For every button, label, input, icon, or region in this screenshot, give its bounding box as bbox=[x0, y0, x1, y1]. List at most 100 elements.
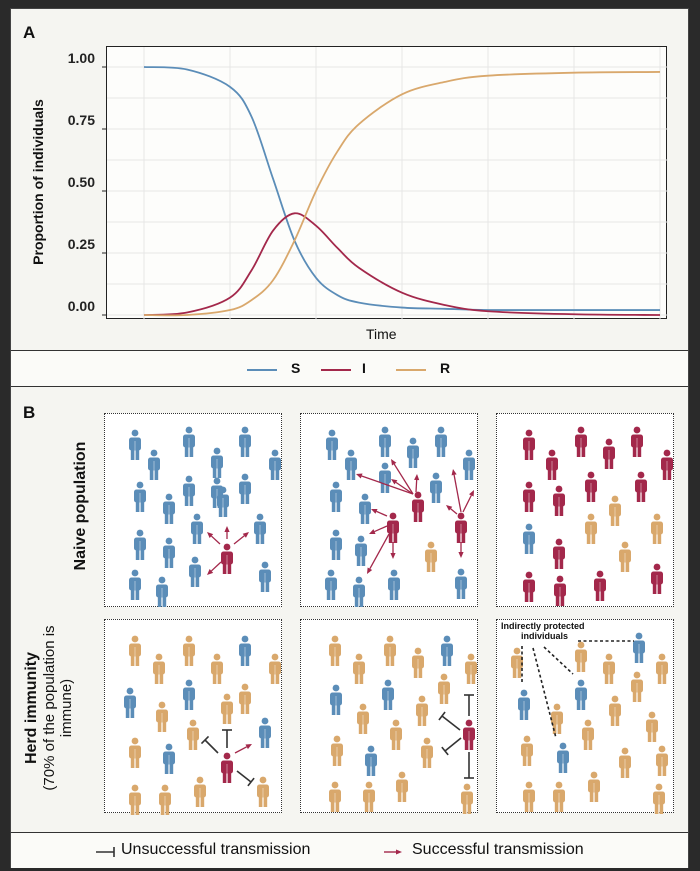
person-susceptible bbox=[134, 529, 146, 560]
person-susceptible bbox=[463, 449, 475, 480]
person-recovered bbox=[129, 784, 141, 815]
x-axis-label: Time bbox=[366, 326, 397, 342]
annotation-indirectly-protected: Indirectly protected individuals bbox=[501, 621, 585, 641]
person-recovered bbox=[575, 641, 587, 672]
unsuccessful-transmission-bar bbox=[236, 770, 255, 787]
person-susceptible bbox=[259, 561, 271, 592]
unsuccessful-transmission-bar bbox=[441, 737, 462, 756]
successful-transmission-arrow bbox=[451, 469, 462, 513]
plot-area bbox=[102, 46, 668, 320]
scenario-box-herd-2 bbox=[300, 619, 478, 814]
person-susceptible bbox=[407, 437, 419, 468]
person-recovered bbox=[588, 771, 600, 802]
person-susceptible bbox=[388, 569, 400, 600]
person-infected bbox=[455, 512, 467, 543]
person-susceptible bbox=[523, 523, 535, 554]
person-recovered bbox=[156, 701, 168, 732]
row-label-herd-sub: (70% of the population is immune) bbox=[41, 625, 75, 791]
series-line-r bbox=[143, 71, 661, 317]
person-recovered bbox=[159, 784, 171, 815]
person-susceptible bbox=[259, 717, 271, 748]
person-susceptible bbox=[163, 743, 175, 774]
legend-unsuccessful-label: Unsuccessful transmission bbox=[121, 841, 311, 858]
series-line-i bbox=[143, 212, 661, 316]
successful-transmission-arrow bbox=[446, 505, 458, 515]
person-recovered bbox=[425, 541, 437, 572]
annotation-pointer bbox=[532, 647, 557, 739]
person-recovered bbox=[609, 695, 621, 726]
successful-transmission-arrow bbox=[462, 490, 474, 513]
population-herd-start bbox=[124, 635, 281, 815]
unsuccessful-transmission-bar bbox=[464, 752, 474, 779]
person-recovered bbox=[619, 747, 631, 778]
legend-label-s: S bbox=[291, 360, 301, 376]
successful-transmission-arrow bbox=[234, 744, 252, 754]
panel-b-label: B bbox=[23, 403, 36, 422]
person-recovered bbox=[553, 781, 565, 812]
person-susceptible bbox=[124, 687, 136, 718]
person-susceptible bbox=[379, 426, 391, 457]
successful-transmission-icon bbox=[384, 849, 402, 855]
person-susceptible bbox=[382, 679, 394, 710]
person-susceptible bbox=[269, 449, 281, 480]
person-infected bbox=[523, 571, 535, 602]
person-recovered bbox=[653, 783, 665, 814]
person-susceptible bbox=[163, 493, 175, 524]
person-infected bbox=[553, 538, 565, 569]
person-susceptible bbox=[129, 429, 141, 460]
person-recovered bbox=[257, 776, 269, 807]
unsuccessful-transmission-bar bbox=[464, 694, 474, 716]
person-recovered bbox=[465, 653, 477, 684]
unsuccessful-transmission-icon bbox=[96, 847, 115, 857]
row-label-naive: Naive population bbox=[72, 441, 89, 571]
person-susceptible bbox=[330, 529, 342, 560]
panel-b-legend: Unsuccessful transmission Successful tra… bbox=[11, 832, 688, 868]
person-susceptible bbox=[518, 689, 530, 720]
person-infected bbox=[585, 471, 597, 502]
person-recovered bbox=[211, 653, 223, 684]
person-infected bbox=[661, 449, 673, 480]
person-recovered bbox=[153, 653, 165, 684]
population-naive-end bbox=[523, 426, 673, 606]
population-herd-protected bbox=[511, 632, 668, 814]
person-recovered bbox=[129, 737, 141, 768]
y-tick-label: 0.75 bbox=[67, 112, 95, 128]
person-infected bbox=[631, 426, 643, 457]
person-susceptible bbox=[211, 447, 223, 478]
person-recovered bbox=[619, 541, 631, 572]
person-recovered bbox=[631, 671, 643, 702]
person-recovered bbox=[396, 771, 408, 802]
person-recovered bbox=[384, 635, 396, 666]
legend-swatch-s bbox=[247, 369, 277, 371]
successful-transmission-arrow bbox=[367, 533, 390, 574]
person-recovered bbox=[511, 647, 523, 678]
person-recovered bbox=[656, 653, 668, 684]
person-recovered bbox=[551, 703, 563, 734]
person-recovered bbox=[357, 703, 369, 734]
person-recovered bbox=[363, 781, 375, 812]
row-label-herd-title: Herd immunity bbox=[23, 652, 40, 765]
y-tick-label: 0.25 bbox=[67, 236, 95, 252]
person-recovered bbox=[329, 635, 341, 666]
person-recovered bbox=[585, 513, 597, 544]
person-susceptible bbox=[557, 742, 569, 773]
person-susceptible bbox=[379, 462, 391, 493]
panel-a: A Proportion of individuals 1.00 0.75 0.… bbox=[11, 9, 688, 350]
person-recovered bbox=[651, 513, 663, 544]
person-infected bbox=[575, 426, 587, 457]
person-susceptible bbox=[254, 513, 266, 544]
person-susceptible bbox=[345, 449, 357, 480]
y-tick-label: 1.00 bbox=[67, 50, 95, 66]
person-infected bbox=[651, 563, 663, 594]
person-recovered bbox=[609, 495, 621, 526]
panel-b: B Naive population Herd immunity (70% of… bbox=[11, 387, 688, 832]
person-susceptible bbox=[189, 556, 201, 587]
person-susceptible bbox=[430, 472, 442, 503]
annotation-pointer bbox=[543, 646, 574, 675]
person-susceptible bbox=[441, 635, 453, 666]
person-recovered bbox=[521, 735, 533, 766]
successful-transmission-arrow bbox=[391, 479, 414, 495]
legend-glyphs bbox=[96, 847, 402, 857]
successful-transmission-arrow bbox=[207, 532, 221, 545]
y-tick-label: 0.00 bbox=[67, 298, 95, 314]
